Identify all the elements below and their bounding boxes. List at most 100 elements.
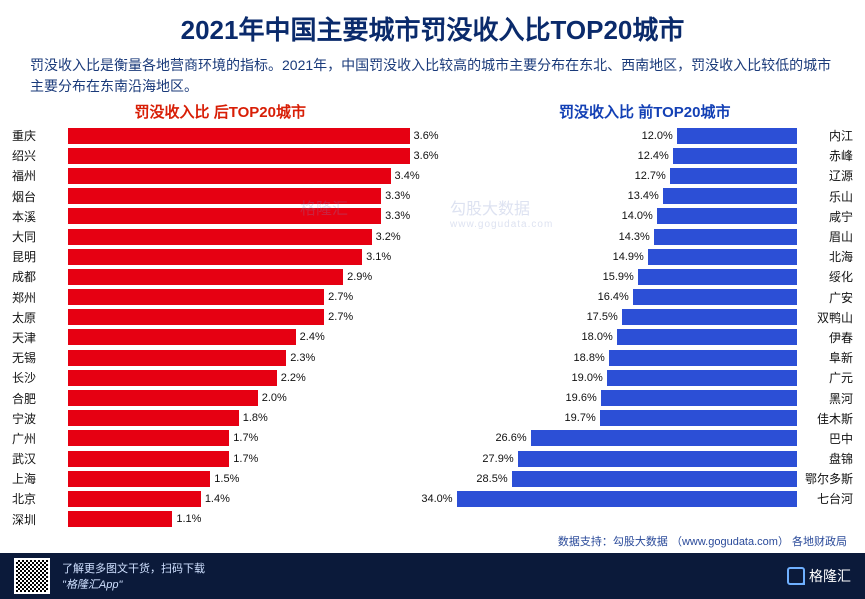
bar-wrap: 19.6%	[437, 388, 798, 407]
bar: 12.0%	[677, 128, 797, 144]
bar-wrap: 3.3%	[68, 207, 429, 226]
right-chart: 罚没收入比 前TOP20城市 内江12.0%赤峰12.4%辽源12.7%乐山13…	[437, 101, 854, 529]
bar: 3.6%	[68, 128, 410, 144]
bar-wrap: 28.5%	[437, 469, 798, 488]
bar-row: 佳木斯19.7%	[437, 409, 854, 428]
value-label: 1.1%	[176, 513, 201, 525]
right-chart-title: 罚没收入比 前TOP20城市	[437, 101, 854, 122]
bar-wrap: 12.4%	[437, 146, 798, 165]
value-label: 27.9%	[482, 453, 513, 465]
bar-row: 黑河19.6%	[437, 388, 854, 407]
bar-row: 本溪3.3%	[12, 207, 429, 226]
bar-row: 巴中26.6%	[437, 429, 854, 448]
city-label: 赤峰	[797, 147, 853, 164]
bar-row: 鄂尔多斯28.5%	[437, 469, 854, 488]
bar-wrap: 2.9%	[68, 267, 429, 286]
city-label: 无锡	[12, 349, 68, 366]
bar: 15.9%	[638, 269, 797, 285]
city-label: 太原	[12, 309, 68, 326]
bar-wrap: 3.1%	[68, 247, 429, 266]
bar-row: 北海14.9%	[437, 247, 854, 266]
bar-row: 郑州2.7%	[12, 288, 429, 307]
bar-row: 深圳1.1%	[12, 510, 429, 529]
value-label: 3.2%	[376, 231, 401, 243]
value-label: 2.9%	[347, 271, 372, 283]
bar: 14.0%	[657, 208, 797, 224]
bar-row: 眉山14.3%	[437, 227, 854, 246]
bar-wrap: 17.5%	[437, 308, 798, 327]
bar-row: 长沙2.2%	[12, 368, 429, 387]
bar: 2.4%	[68, 329, 296, 345]
city-label: 烟台	[12, 188, 68, 205]
bar: 19.7%	[600, 410, 797, 426]
footer-app: "格隆汇App"	[62, 576, 205, 592]
bar-row: 绍兴3.6%	[12, 146, 429, 165]
city-label: 佳木斯	[797, 410, 853, 427]
bar-row: 福州3.4%	[12, 166, 429, 185]
bar: 34.0%	[457, 491, 797, 507]
bar-wrap: 2.7%	[68, 288, 429, 307]
bar-row: 伊春18.0%	[437, 328, 854, 347]
value-label: 34.0%	[421, 493, 452, 505]
bar-row: 双鸭山17.5%	[437, 308, 854, 327]
bar-wrap: 18.0%	[437, 328, 798, 347]
value-label: 3.3%	[385, 190, 410, 202]
bar-row: 大同3.2%	[12, 227, 429, 246]
bar: 2.9%	[68, 269, 343, 285]
city-label: 天津	[12, 329, 68, 346]
city-label: 昆明	[12, 248, 68, 265]
bar: 19.0%	[607, 370, 797, 386]
value-label: 19.6%	[566, 392, 597, 404]
brand-logo: 格隆汇	[787, 566, 851, 586]
city-label: 辽源	[797, 167, 853, 184]
bar-wrap: 3.3%	[68, 187, 429, 206]
value-label: 13.4%	[628, 190, 659, 202]
bar-row: 广州1.7%	[12, 429, 429, 448]
bar-wrap: 1.7%	[68, 449, 429, 468]
value-label: 2.0%	[262, 392, 287, 404]
value-label: 12.0%	[642, 130, 673, 142]
value-label: 3.1%	[366, 251, 391, 263]
bar-wrap: 2.0%	[68, 388, 429, 407]
main-title: 2021年中国主要城市罚没收入比TOP20城市	[0, 0, 865, 47]
bar: 14.3%	[654, 229, 797, 245]
bar-row: 昆明3.1%	[12, 247, 429, 266]
city-label: 绥化	[797, 268, 853, 285]
bar-row: 上海1.5%	[12, 469, 429, 488]
value-label: 19.0%	[572, 372, 603, 384]
city-label: 北海	[797, 248, 853, 265]
bar-wrap: 1.8%	[68, 409, 429, 428]
bar: 3.1%	[68, 249, 362, 265]
bar-wrap: 14.9%	[437, 247, 798, 266]
bar: 3.6%	[68, 148, 410, 164]
bar: 1.5%	[68, 471, 210, 487]
value-label: 28.5%	[476, 473, 507, 485]
bar: 18.8%	[609, 350, 797, 366]
bar-row: 无锡2.3%	[12, 348, 429, 367]
bar: 12.7%	[670, 168, 797, 184]
bar-wrap: 1.1%	[68, 510, 429, 529]
value-label: 1.8%	[243, 412, 268, 424]
city-label: 福州	[12, 167, 68, 184]
bar-wrap: 3.6%	[68, 146, 429, 165]
bar-wrap: 13.4%	[437, 187, 798, 206]
bar-row: 乐山13.4%	[437, 187, 854, 206]
bar-wrap: 26.6%	[437, 429, 798, 448]
city-label: 广安	[797, 289, 853, 306]
bar: 2.0%	[68, 390, 258, 406]
city-label: 巴中	[797, 430, 853, 447]
bar-wrap: 2.3%	[68, 348, 429, 367]
value-label: 3.3%	[385, 210, 410, 222]
footer-line1: 了解更多图文干货，扫码下载	[62, 560, 205, 576]
bar-wrap: 14.3%	[437, 227, 798, 246]
bar-wrap: 2.7%	[68, 308, 429, 327]
value-label: 1.5%	[214, 473, 239, 485]
bar: 1.4%	[68, 491, 201, 507]
bar: 18.0%	[617, 329, 797, 345]
value-label: 2.7%	[328, 291, 353, 303]
city-label: 七台河	[797, 490, 853, 507]
bar-row: 合肥2.0%	[12, 388, 429, 407]
bar-wrap: 12.7%	[437, 166, 798, 185]
bar: 27.9%	[518, 451, 797, 467]
bar-wrap: 3.4%	[68, 166, 429, 185]
